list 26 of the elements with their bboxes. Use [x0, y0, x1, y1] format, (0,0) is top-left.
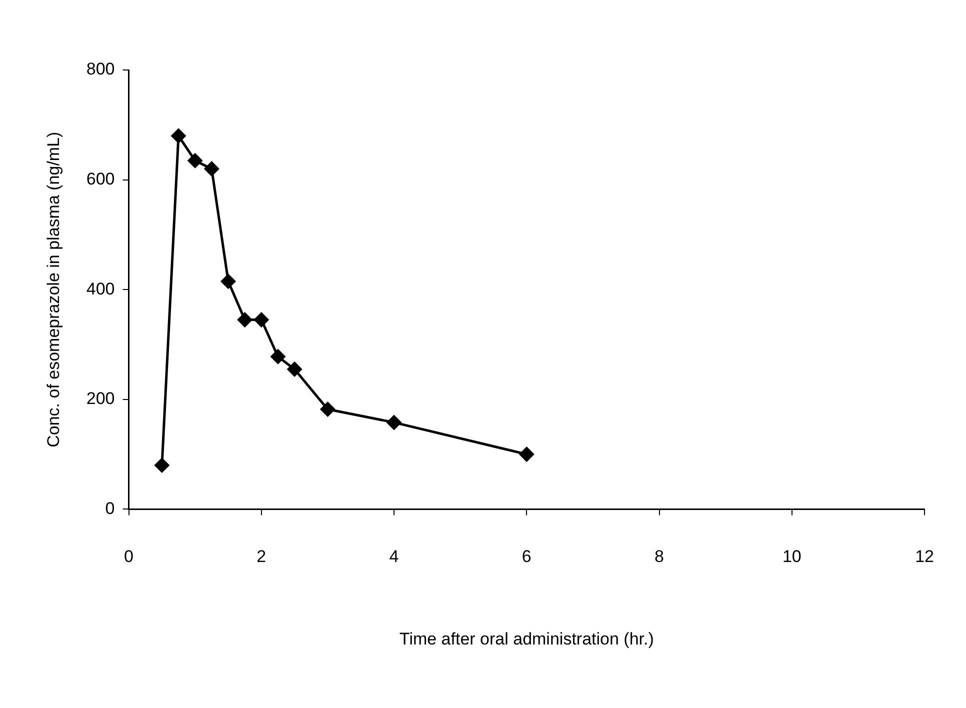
y-tick-label: 200: [86, 389, 115, 408]
y-tick-label: 600: [86, 169, 115, 188]
x-tick-label: 8: [654, 547, 664, 566]
x-tick-label: 4: [389, 547, 399, 566]
point: [386, 415, 402, 430]
point: [519, 447, 534, 462]
point: [238, 312, 252, 328]
x-tick-label: 10: [782, 547, 802, 566]
x-tick-label: 6: [522, 547, 532, 566]
y-axis-title: Conc. of esomeprazole in plasma (ng/mL): [44, 132, 63, 448]
point: [254, 312, 269, 328]
x-tick-label: 2: [256, 547, 266, 566]
point: [320, 402, 335, 417]
point: [188, 153, 202, 168]
y-tick-label: 800: [86, 60, 115, 79]
y-tick-label: 0: [105, 498, 115, 518]
point: [287, 362, 302, 376]
y-tick-label: 400: [86, 279, 115, 298]
point: [270, 349, 286, 364]
x-axis-title: Time after oral administration (hr.): [399, 629, 654, 648]
x-tick-label: 12: [915, 547, 934, 566]
point: [204, 162, 219, 176]
point: [220, 274, 236, 289]
point: [171, 128, 186, 144]
x-tick-label: 0: [124, 547, 134, 566]
point: [154, 458, 170, 473]
